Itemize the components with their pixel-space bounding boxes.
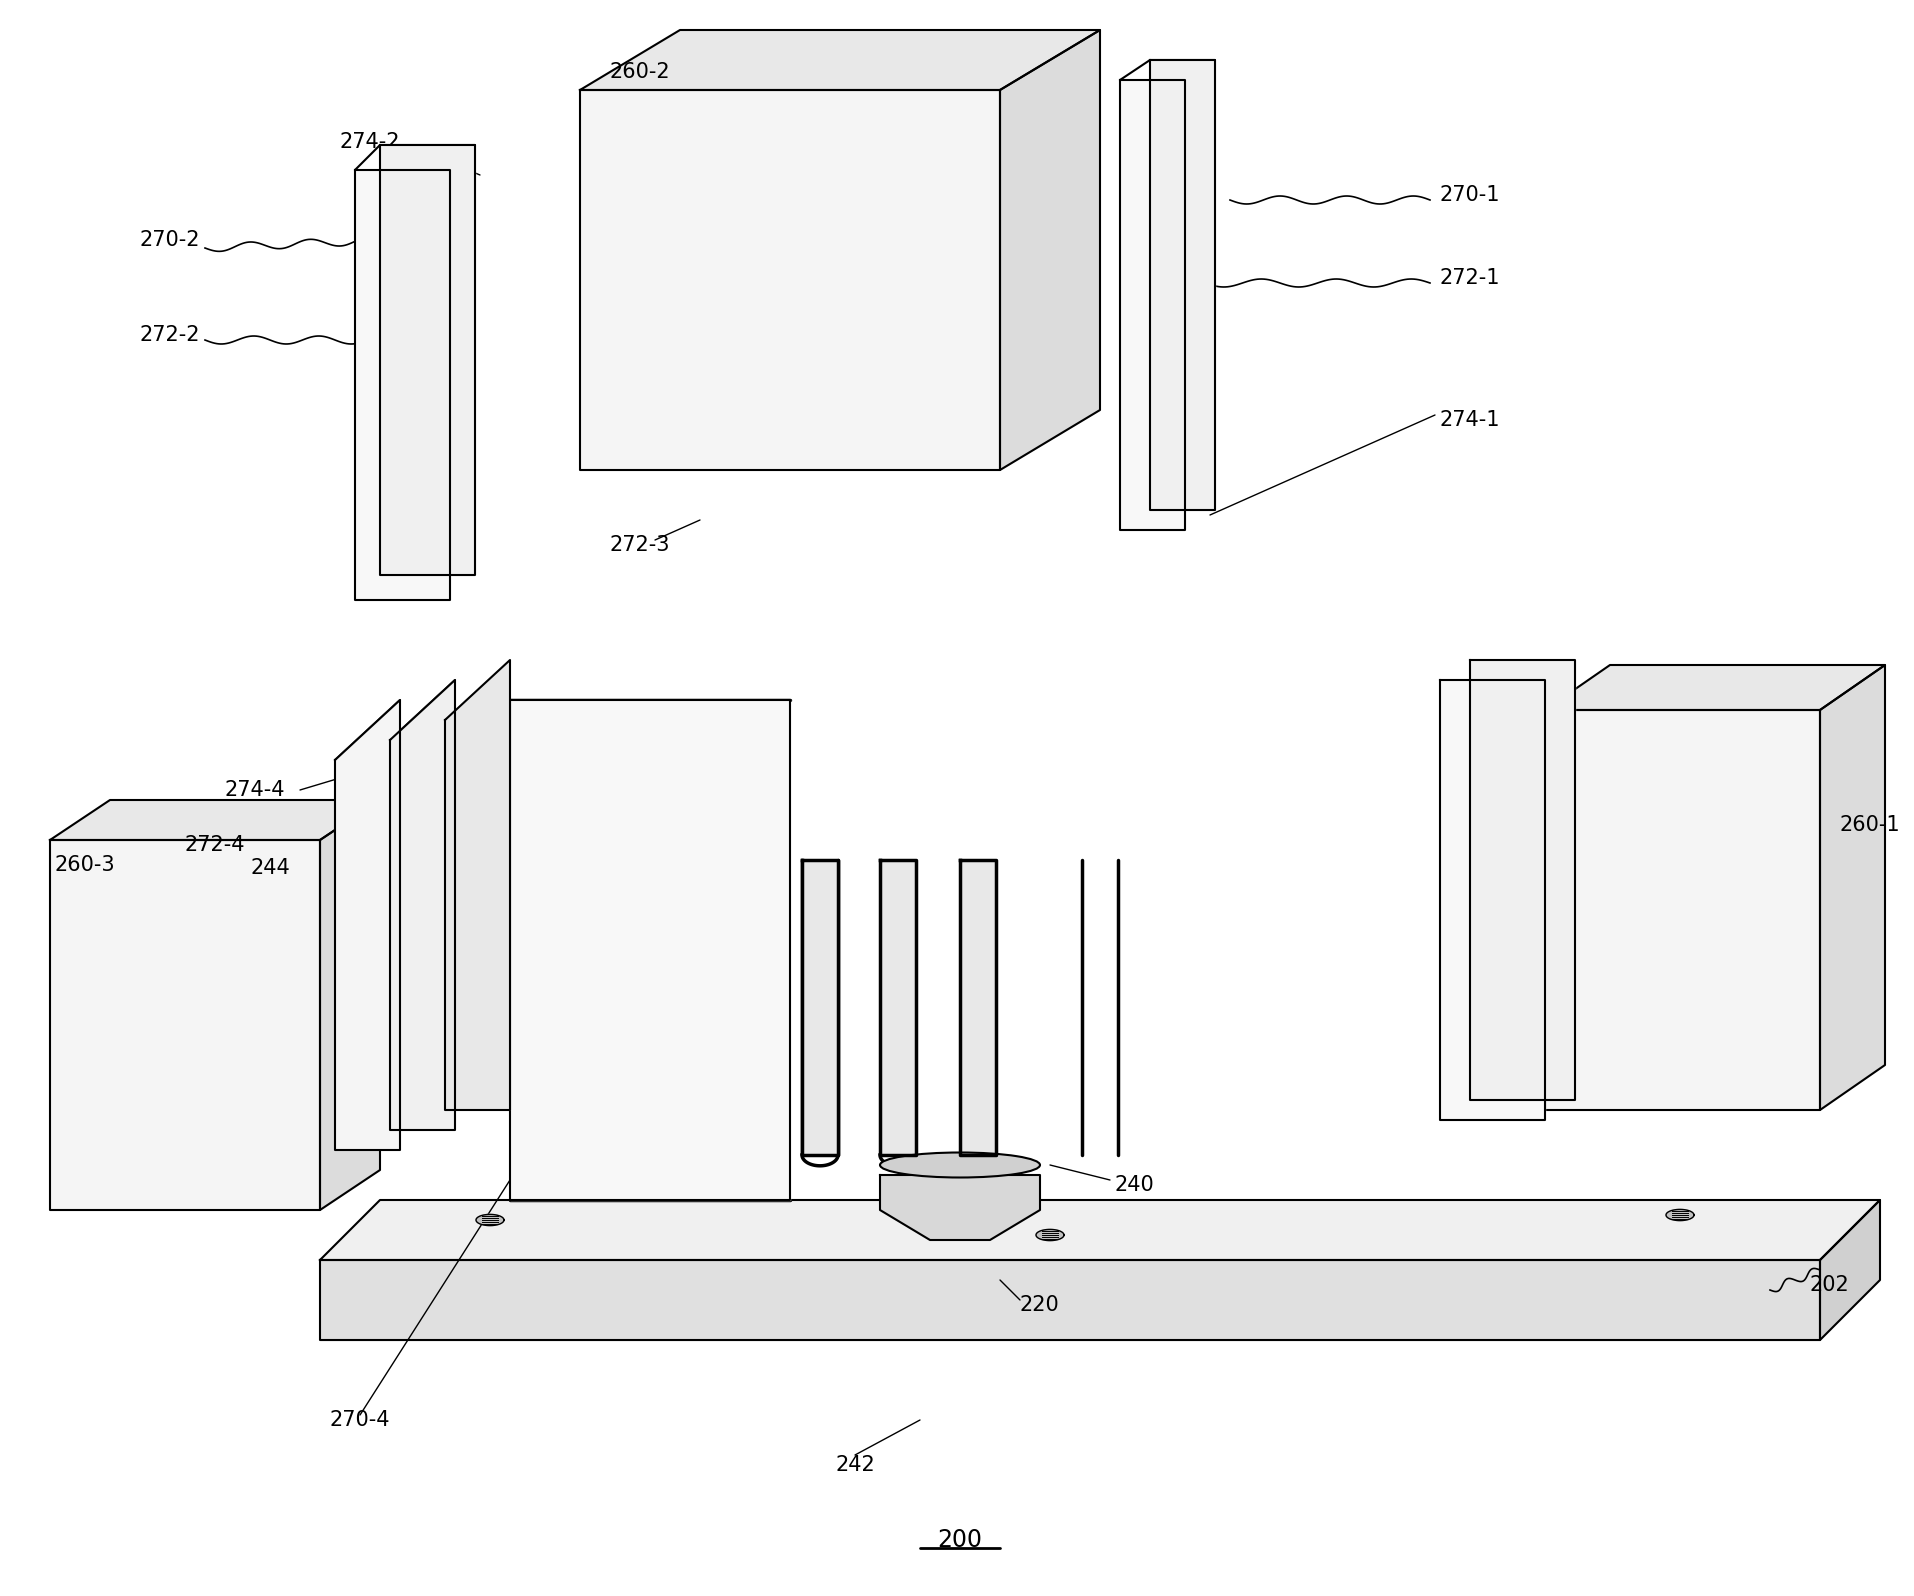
Text: 240: 240 <box>1114 1175 1154 1195</box>
Polygon shape <box>1439 680 1545 1120</box>
Text: 220: 220 <box>1020 1294 1058 1315</box>
Text: 260-3: 260-3 <box>56 855 115 875</box>
Polygon shape <box>1665 1210 1694 1221</box>
Text: 202: 202 <box>1809 1275 1849 1294</box>
Text: 274-2: 274-2 <box>339 132 400 152</box>
Polygon shape <box>580 89 999 469</box>
Polygon shape <box>1470 661 1573 1100</box>
Text: 274-3: 274-3 <box>1510 895 1569 915</box>
Polygon shape <box>1545 666 1883 710</box>
Polygon shape <box>1120 80 1185 530</box>
Polygon shape <box>379 145 475 575</box>
Polygon shape <box>509 701 790 1200</box>
Text: 242: 242 <box>835 1456 875 1475</box>
Polygon shape <box>959 860 995 1156</box>
Polygon shape <box>320 1200 1880 1259</box>
Text: 270-4: 270-4 <box>329 1409 390 1430</box>
Text: 246: 246 <box>509 798 549 819</box>
Polygon shape <box>1035 1229 1064 1240</box>
Polygon shape <box>1818 1200 1880 1341</box>
Polygon shape <box>354 171 450 600</box>
Polygon shape <box>1818 666 1883 1109</box>
Polygon shape <box>880 860 915 1156</box>
Polygon shape <box>999 30 1099 469</box>
Polygon shape <box>50 800 379 839</box>
Text: 272-4: 272-4 <box>186 835 245 855</box>
Text: 270-2: 270-2 <box>140 230 201 251</box>
Polygon shape <box>802 860 838 1156</box>
Polygon shape <box>580 30 1099 89</box>
Polygon shape <box>320 1259 1818 1341</box>
Polygon shape <box>335 701 400 1151</box>
Text: 274-4: 274-4 <box>224 780 285 800</box>
Polygon shape <box>390 680 456 1130</box>
Polygon shape <box>444 661 509 1109</box>
Text: 274-2: 274-2 <box>339 788 400 808</box>
Ellipse shape <box>880 1152 1039 1178</box>
Text: 270-1: 270-1 <box>1439 185 1501 204</box>
Text: 272-3: 272-3 <box>611 535 670 555</box>
Polygon shape <box>1545 710 1818 1109</box>
Polygon shape <box>50 839 320 1210</box>
Polygon shape <box>477 1215 503 1226</box>
Polygon shape <box>320 800 379 1210</box>
Text: 272-2: 272-2 <box>140 326 201 345</box>
Text: 244: 244 <box>251 859 289 878</box>
Text: 260-1: 260-1 <box>1839 816 1899 835</box>
Polygon shape <box>880 1175 1039 1240</box>
Text: 200: 200 <box>938 1527 982 1551</box>
Polygon shape <box>1150 61 1213 511</box>
Text: 260-2: 260-2 <box>611 62 670 81</box>
Text: 274-1: 274-1 <box>1439 410 1501 429</box>
Text: 272-1: 272-1 <box>1439 268 1501 287</box>
Text: 270-3: 270-3 <box>1510 820 1569 839</box>
